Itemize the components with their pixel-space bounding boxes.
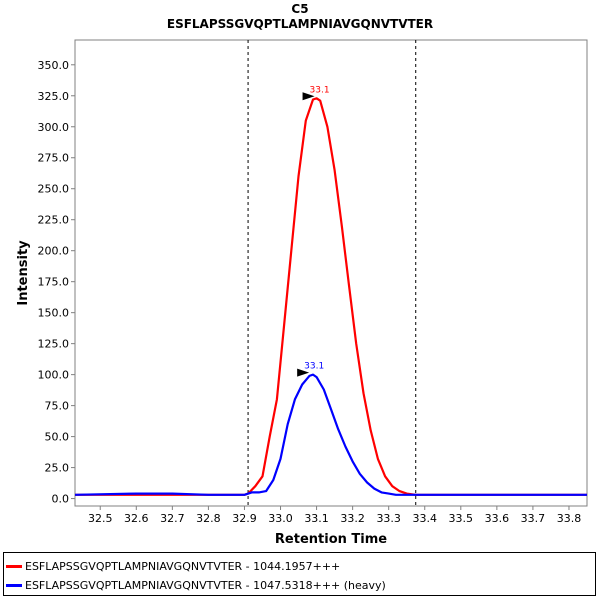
y-tick-label: 125.0	[38, 338, 70, 351]
x-tick-label: 33.7	[521, 512, 546, 525]
y-tick-label: 100.0	[38, 369, 70, 382]
y-tick-label: 300.0	[38, 121, 70, 134]
x-tick-label: 33.5	[449, 512, 474, 525]
chart-canvas: C5 ESFLAPSSGVQPTLAMPNIAVGQNVTVTER 0.0 25.…	[16, 2, 588, 547]
y-tick-label: 325.0	[38, 90, 70, 103]
x-tick-label: 33.2	[340, 512, 365, 525]
legend-label-light: ESFLAPSSGVQPTLAMPNIAVGQNVTVTER - 1044.19…	[25, 559, 341, 573]
x-tick-label: 33.3	[376, 512, 401, 525]
plot-area	[74, 39, 588, 507]
x-tick-label: 32.9	[232, 512, 257, 525]
series-layer: 33.1 33.1	[74, 85, 587, 496]
chart-subtitle: ESFLAPSSGVQPTLAMPNIAVGQNVTVTER	[167, 17, 433, 31]
x-tick-label: 33.6	[485, 512, 510, 525]
legend: ESFLAPSSGVQPTLAMPNIAVGQNVTVTER - 1044.19…	[3, 552, 596, 596]
legend-item-light: ESFLAPSSGVQPTLAMPNIAVGQNVTVTER - 1044.19…	[4, 557, 340, 575]
chart-title: C5	[291, 2, 308, 16]
legend-label-heavy: ESFLAPSSGVQPTLAMPNIAVGQNVTVTER - 1047.53…	[25, 578, 386, 592]
y-tick-label: 200.0	[38, 245, 70, 258]
y-axis: 0.0 25.0 50.0 75.0 100.0 125.0 150.0 175.0 200.0…	[38, 59, 75, 506]
y-tick-label: 350.0	[38, 59, 70, 72]
x-axis-label: Retention Time	[275, 532, 387, 547]
legend-swatch-heavy	[6, 583, 22, 587]
x-axis: 32.5 32.6 32.7 32.8 32.9 33.0 33.1 33.2 33.3 33.4…	[88, 506, 581, 525]
x-tick-label: 32.6	[124, 512, 149, 525]
y-tick-label: 0.0	[52, 493, 70, 506]
x-tick-label: 33.0	[268, 512, 293, 525]
peak-label-1: 33.1	[304, 362, 324, 372]
series-line-1	[74, 373, 587, 496]
y-tick-label: 25.0	[45, 462, 70, 475]
peak-label-0: 33.1	[310, 85, 330, 95]
y-tick-label: 50.0	[45, 431, 70, 444]
x-tick-label: 32.5	[88, 512, 113, 525]
x-tick-label: 33.8	[557, 512, 582, 525]
peak-marker-icon	[297, 368, 310, 377]
y-tick-label: 225.0	[38, 214, 70, 227]
y-tick-label: 75.0	[45, 400, 70, 413]
y-tick-label: 250.0	[38, 183, 70, 196]
x-tick-label: 33.4	[412, 512, 437, 525]
y-tick-label: 150.0	[38, 307, 70, 320]
x-tick-label: 32.7	[160, 512, 185, 525]
y-axis-label: Intensity	[16, 240, 31, 306]
legend-item-heavy: ESFLAPSSGVQPTLAMPNIAVGQNVTVTER - 1047.53…	[4, 576, 386, 594]
x-tick-label: 32.8	[196, 512, 221, 525]
y-tick-label: 275.0	[38, 152, 70, 165]
peak-marker-icon	[302, 92, 315, 101]
y-tick-label: 175.0	[38, 276, 70, 289]
legend-swatch-light	[6, 564, 22, 568]
x-tick-label: 33.1	[304, 512, 329, 525]
